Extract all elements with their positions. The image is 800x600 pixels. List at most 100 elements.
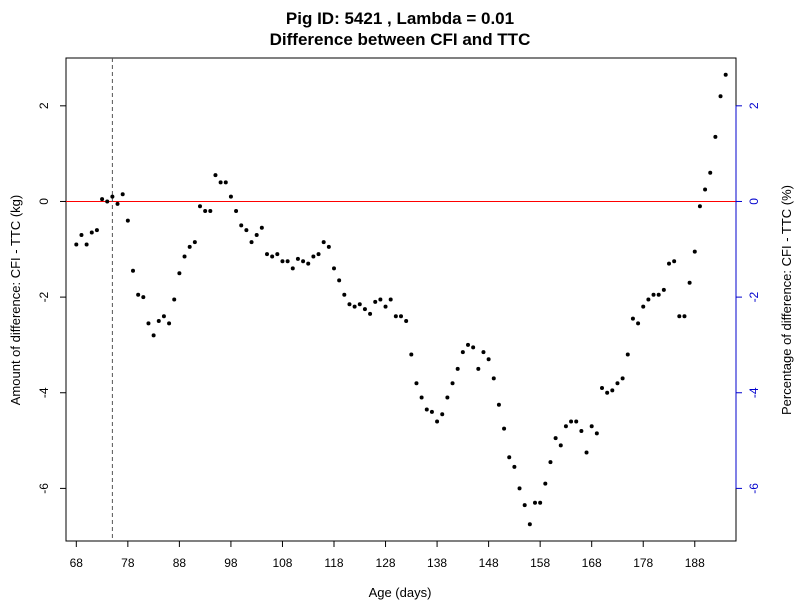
- x-axis: 68 78 88 98 108 118 128 138 148 158 168 178 188: [70, 540, 705, 570]
- data-point: [641, 304, 646, 309]
- data-point: [125, 218, 130, 223]
- y-tick-label: 0: [37, 198, 51, 205]
- data-point: [203, 209, 208, 214]
- data-point: [84, 242, 89, 247]
- data-point: [342, 292, 347, 297]
- data-point: [630, 316, 635, 321]
- y2-tick-label: -2: [747, 291, 761, 302]
- data-point: [672, 259, 677, 264]
- data-point: [486, 357, 491, 362]
- data-point: [74, 242, 79, 247]
- data-point: [594, 431, 599, 436]
- data-point: [589, 424, 594, 429]
- x-tick-label: 188: [685, 556, 705, 570]
- chart-title: Pig ID: 5421 , Lambda = 0.01: [286, 9, 514, 28]
- data-point: [527, 522, 532, 527]
- data-point: [517, 486, 522, 491]
- x-tick-label: 148: [479, 556, 499, 570]
- data-point: [94, 228, 99, 233]
- data-point: [697, 204, 702, 209]
- x-tick-label: 158: [530, 556, 550, 570]
- data-point: [337, 278, 342, 283]
- data-point: [553, 436, 558, 441]
- data-point: [435, 419, 440, 424]
- data-point: [600, 385, 604, 390]
- data-point: [249, 240, 254, 245]
- y-tick-label: -4: [37, 387, 51, 398]
- data-point: [533, 500, 537, 505]
- data-point: [636, 321, 641, 326]
- data-point: [270, 254, 275, 259]
- data-point: [290, 266, 295, 271]
- data-point: [213, 173, 218, 178]
- data-point: [723, 72, 728, 77]
- data-point: [295, 256, 300, 261]
- data-point: [321, 240, 326, 245]
- data-point: [254, 232, 259, 237]
- data-point: [424, 407, 429, 412]
- data-point: [187, 244, 192, 249]
- data-point: [388, 297, 393, 302]
- data-point: [522, 503, 527, 508]
- data-point: [687, 280, 692, 285]
- data-point: [682, 314, 687, 319]
- data-point: [393, 314, 398, 319]
- data-point: [218, 180, 223, 185]
- data-point: [316, 252, 321, 257]
- data-point: [234, 209, 239, 214]
- data-point: [161, 314, 166, 319]
- data-point: [378, 297, 383, 302]
- data-point: [352, 304, 357, 309]
- plot-frame: [65, 57, 737, 542]
- data-point: [543, 481, 548, 486]
- data-point: [507, 455, 512, 460]
- data-point: [347, 302, 352, 307]
- data-point: [569, 419, 574, 424]
- data-point: [373, 299, 378, 304]
- data-point: [460, 350, 465, 355]
- data-point: [445, 395, 450, 400]
- x-tick-label: 178: [633, 556, 653, 570]
- y2-tick-label: -6: [747, 483, 761, 494]
- data-point: [615, 381, 620, 386]
- data-point: [429, 409, 434, 414]
- data-point: [409, 352, 414, 357]
- data-point: [357, 302, 362, 307]
- data-point: [105, 199, 110, 204]
- data-point: [280, 259, 285, 264]
- data-point: [708, 170, 713, 175]
- data-point: [610, 388, 615, 393]
- data-point: [223, 180, 228, 185]
- data-point: [419, 395, 424, 400]
- data-point: [182, 254, 187, 259]
- data-point: [228, 194, 233, 199]
- data-point: [265, 252, 269, 257]
- data-point: [332, 266, 336, 271]
- x-tick-label: 108: [272, 556, 292, 570]
- x-tick-label: 78: [121, 556, 135, 570]
- data-point: [620, 376, 625, 381]
- data-point: [141, 295, 146, 300]
- data-point: [301, 259, 306, 264]
- data-point: [512, 464, 517, 469]
- data-point: [177, 271, 182, 276]
- data-point: [311, 254, 316, 259]
- x-tick-label: 98: [224, 556, 238, 570]
- data-point: [703, 187, 708, 192]
- data-point: [79, 232, 84, 237]
- data-point: [89, 230, 94, 235]
- data-point: [192, 240, 197, 245]
- data-point: [198, 204, 202, 209]
- y-axis-right: -6 -4 -2 0 2: [735, 102, 761, 494]
- data-point: [466, 342, 470, 347]
- x-tick-label: 138: [427, 556, 447, 570]
- data-point: [306, 261, 311, 266]
- y2-axis-label: Percentage of difference: CFI - TTC (%): [779, 185, 794, 415]
- x-tick-label: 68: [70, 556, 84, 570]
- data-point: [455, 366, 460, 371]
- data-point: [625, 352, 630, 357]
- data-point: [259, 225, 264, 230]
- data-point: [383, 304, 388, 309]
- data-point: [115, 201, 120, 206]
- y-tick-label: 2: [37, 102, 51, 109]
